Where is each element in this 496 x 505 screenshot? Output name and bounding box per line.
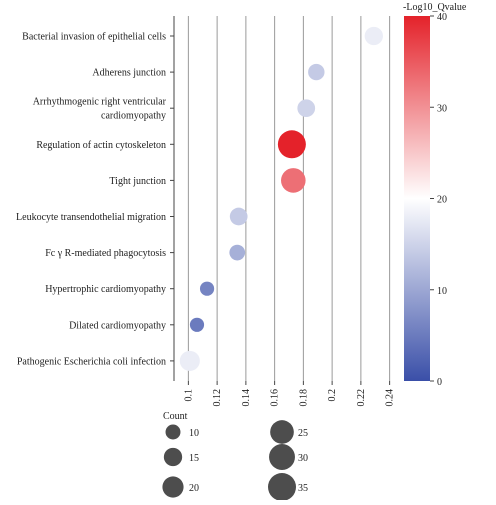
x-tick-label: 0.1 [183, 389, 194, 402]
size-legend-circle [165, 424, 181, 440]
data-point [229, 207, 248, 226]
size-legend-label: 35 [298, 483, 308, 494]
x-tick-label: 0.12 [212, 389, 223, 407]
y-category-label: cardiomyopathy [101, 111, 166, 122]
x-tick-label: 0.16 [270, 389, 281, 407]
x-tick-label: 0.14 [241, 389, 252, 407]
size-legend-label: 30 [298, 453, 308, 464]
data-point [199, 281, 215, 296]
y-category-label: Regulation of actin cytoskeleton [36, 140, 166, 151]
y-category-label: Fc γ R-mediated phagocytosis [45, 248, 166, 259]
data-point [364, 26, 383, 46]
size-legend: Count 10 15 20 25 30 35 [162, 411, 308, 501]
size-legend-circle [163, 447, 183, 467]
color-scale-tick-label: 10 [437, 286, 447, 297]
color-scale-tick-label: 40 [437, 12, 447, 23]
x-tick-label: 0.18 [298, 389, 309, 407]
y-category-label: Bacterial invasion of epithelial cells [22, 32, 166, 43]
color-scale-tick-label: 0 [437, 377, 442, 388]
data-point [229, 244, 246, 261]
size-legend-label: 25 [298, 428, 308, 439]
x-axis-ticks: 0.1 0.12 0.14 0.16 0.18 0.2 0.22 0.24 [183, 381, 396, 407]
color-scale-tick-label: 20 [437, 195, 447, 206]
size-legend-items: 10 15 20 25 30 35 [162, 420, 308, 501]
grid-lines [187, 16, 391, 381]
data-point [179, 350, 200, 371]
size-legend-circle [162, 476, 184, 498]
size-legend-label: 15 [189, 453, 199, 464]
y-category-label: Pathogenic Escherichia coli infection [17, 356, 166, 367]
size-legend-label: 20 [189, 483, 199, 494]
x-tick-label: 0.24 [385, 389, 396, 407]
color-scale-title: -Log10_Qvalue [403, 2, 467, 13]
x-tick-label: 0.22 [356, 389, 367, 407]
size-legend-circle [270, 420, 294, 444]
y-category-label: Dilated cardiomyopathy [69, 320, 166, 331]
data-point [297, 99, 316, 118]
color-scale-tick-label: 30 [437, 103, 447, 114]
y-category-label: Leukocyte transendothelial migration [16, 212, 166, 223]
color-scale-bar [404, 16, 430, 381]
size-legend-circle [268, 473, 296, 501]
data-points [179, 26, 383, 371]
data-point [189, 317, 205, 332]
color-scale-ticks: 0 10 20 30 40 [430, 12, 447, 388]
y-axis-labels: Bacterial invasion of epithelial cells Ad… [16, 32, 174, 367]
size-legend-label: 10 [189, 428, 199, 439]
data-point [308, 63, 325, 81]
size-legend-title: Count [163, 411, 188, 422]
data-point [277, 130, 306, 159]
y-category-label: Tight junction [109, 176, 166, 187]
x-tick-label: 0.2 [327, 389, 338, 402]
y-category-label: Hypertrophic cardiomyopathy [45, 284, 166, 295]
color-scale-legend: -Log10_Qvalue 0 10 20 30 40 [403, 2, 467, 388]
data-point [281, 168, 306, 193]
y-category-label: Adherens junction [92, 68, 166, 79]
size-legend-circle [269, 444, 295, 470]
y-category-label: Arrhythmogenic right ventricular [33, 97, 167, 108]
